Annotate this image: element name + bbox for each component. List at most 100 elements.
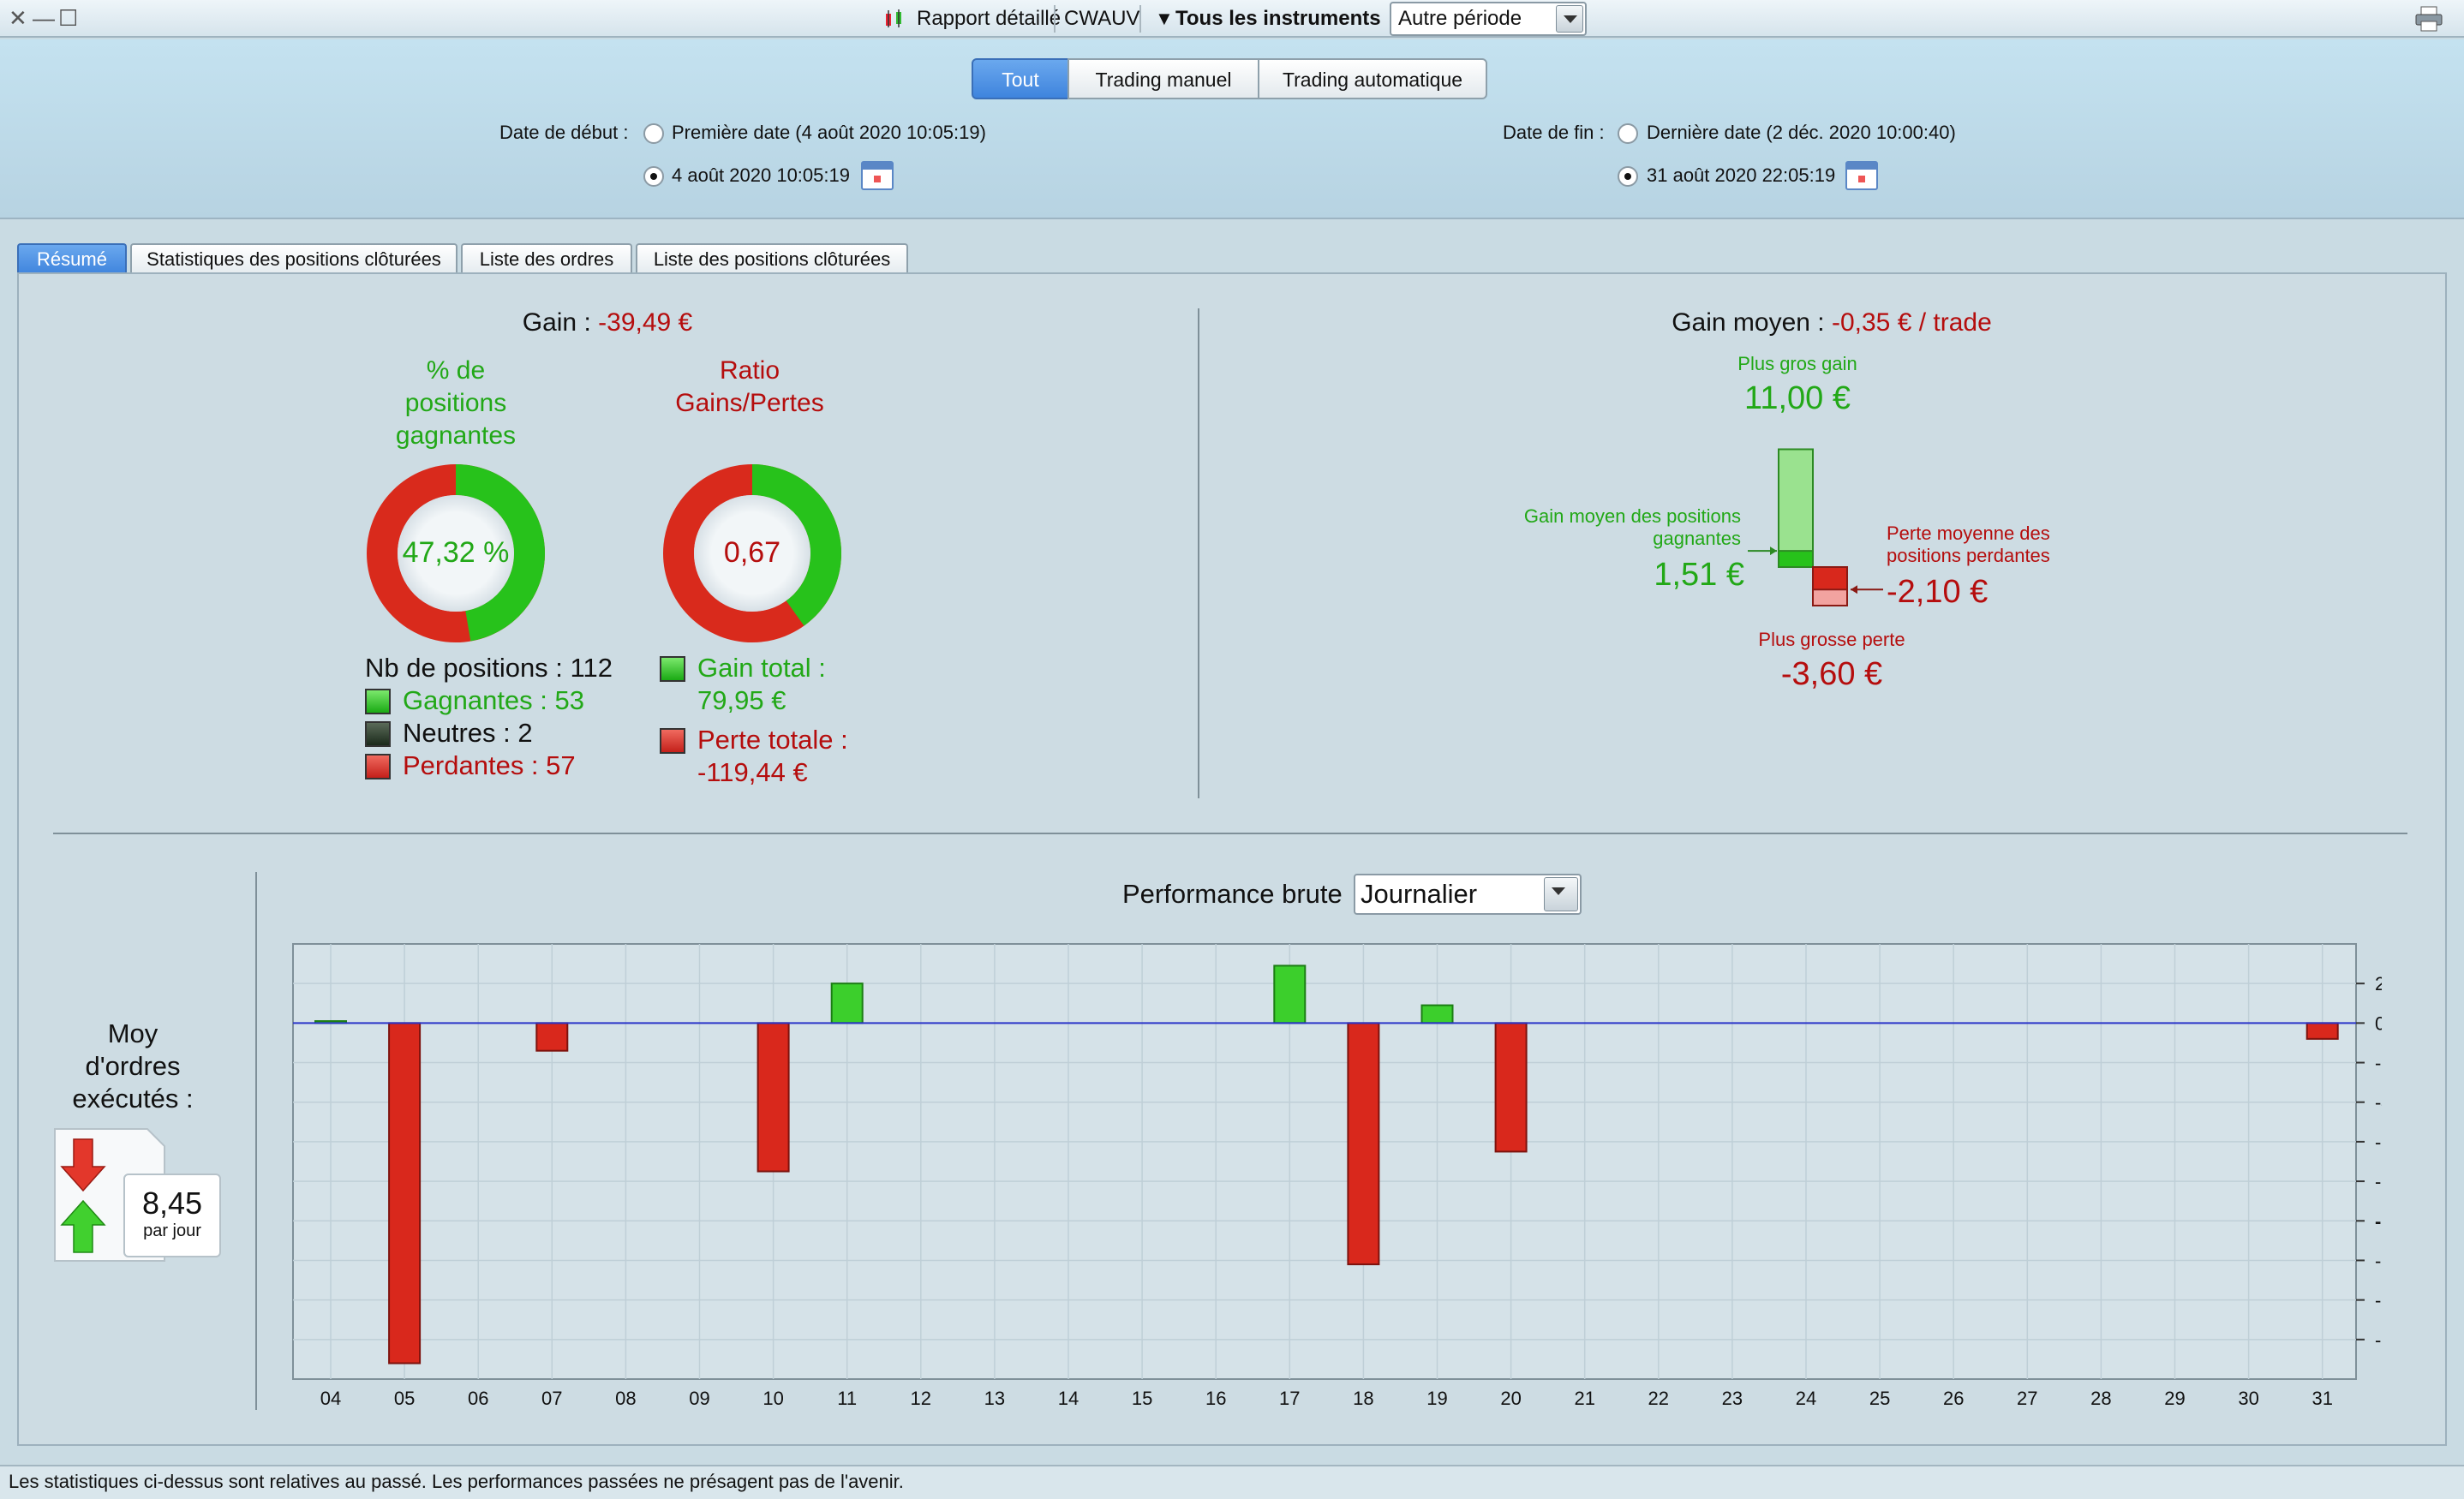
gain-total-value: 79,95 € (697, 685, 786, 715)
divider (1198, 308, 1199, 798)
avg-loss-bar (1812, 566, 1848, 591)
tab-all[interactable]: Tout (972, 58, 1069, 99)
x-tick-label: 06 (468, 1388, 488, 1409)
arrow-head (1770, 546, 1777, 556)
end-custom-radio[interactable] (1618, 166, 1638, 187)
account-label[interactable]: CWAUV (1064, 7, 1140, 30)
tab-summary[interactable]: Résumé (17, 243, 127, 274)
perf-period-select[interactable]: Journalier (1354, 874, 1582, 915)
arrow-down-icon (60, 1138, 106, 1192)
perf-title: Performance brute (1122, 879, 1343, 909)
end-last-label[interactable]: Dernière date (2 déc. 2020 10:00:40) (1647, 122, 1956, 143)
loss-total-swatch (660, 728, 685, 754)
x-tick-label: 29 (2164, 1388, 2185, 1409)
start-date-label: Date de début : (499, 122, 629, 143)
detailed-report-button[interactable]: Rapport détaillé (917, 7, 1062, 30)
gain-total-swatch (660, 656, 685, 682)
bar (757, 1022, 790, 1173)
maximize-icon[interactable]: ☐ (58, 5, 79, 31)
y-tick-label: -16 (2375, 1329, 2382, 1351)
bar (1494, 1022, 1528, 1153)
x-tick-label: 07 (541, 1388, 562, 1409)
max-loss-label: Plus grosse perte (1758, 629, 1905, 650)
gain-title: Gain : -39,49 € (0, 308, 1215, 337)
bar (535, 1022, 569, 1052)
y-tick-label: -6 (2375, 1132, 2382, 1153)
y-tick-label: -8 (2375, 1171, 2382, 1192)
bar (388, 1022, 422, 1365)
start-first-label[interactable]: Première date (4 août 2020 10:05:19) (672, 122, 986, 143)
print-icon[interactable] (2414, 5, 2443, 33)
x-tick-label: 05 (394, 1388, 415, 1409)
ratio-donut (663, 464, 841, 642)
ratio-value: 0,67 (723, 536, 781, 569)
max-gain-label: Plus gros gain (1737, 353, 1857, 374)
x-tick-label: 13 (984, 1388, 1005, 1409)
avg-gain-value: -0,35 € / trade (1831, 308, 1992, 337)
orders-avg-label: Moy d'ordres exécutés : (51, 1018, 214, 1115)
y-tick-label: -4 (2375, 1092, 2382, 1114)
instruments-dropdown[interactable]: Tous les instruments (1175, 7, 1381, 30)
win-pct-donut (367, 464, 545, 642)
donut-win-arc (367, 464, 545, 642)
loss-total-value: -119,44 € (697, 757, 808, 787)
x-tick-label: 14 (1058, 1388, 1079, 1409)
start-custom-value[interactable]: 4 août 2020 10:05:19 (672, 164, 850, 186)
max-loss-value: -3,60 € (1780, 656, 1883, 692)
win-pct-title: % de positions gagnantes (343, 355, 569, 452)
end-date-label: Date de fin : (1503, 122, 1605, 143)
x-tick-label: 31 (2311, 1388, 2332, 1409)
avg-loss-value: -2,10 € (1887, 574, 1989, 610)
donut-center (398, 495, 514, 612)
nb-positions: Nb de positions : 112 (365, 653, 613, 683)
period-select[interactable]: Autre période (1390, 2, 1587, 36)
donut-center (694, 495, 810, 612)
x-tick-label: 27 (2017, 1388, 2037, 1409)
calendar-icon[interactable] (1845, 161, 1878, 190)
x-tick-label: 11 (837, 1388, 857, 1409)
avg-loss-label: Perte moyenne des positions perdantes (1887, 523, 2050, 567)
tab-manual-trading[interactable]: Trading manuel (1068, 58, 1259, 99)
separator (1054, 5, 1056, 33)
chevron-down-icon[interactable]: ▼ (1155, 8, 1174, 29)
arrow-up-icon (60, 1199, 106, 1253)
start-custom-radio[interactable] (643, 166, 664, 187)
x-tick-label: 30 (2238, 1388, 2258, 1409)
start-first-radio[interactable] (643, 123, 664, 144)
orders-avg-label-line: exécutés : (72, 1084, 194, 1114)
x-tick-label: 17 (1279, 1388, 1300, 1409)
perf-chart: 04 05 06 07 08 09 10 11 12 13 14 15 16 17 18 19 20 21 22 23… (292, 943, 2382, 1409)
perf-period-value: Journalier (1361, 879, 1478, 909)
bar (2306, 1022, 2339, 1040)
max-gain-value: 11,00 € (1744, 380, 1851, 416)
end-last-radio[interactable] (1618, 123, 1638, 144)
period-select-value: Autre période (1398, 7, 1522, 30)
orders-avg-label-line: d'ordres (85, 1051, 181, 1081)
minimize-icon[interactable]: — (33, 5, 55, 31)
x-tick-label: 20 (1500, 1388, 1521, 1409)
x-tick-label: 19 (1426, 1388, 1447, 1409)
x-tick-label: 12 (911, 1388, 931, 1409)
win-pct-value: 47,32 % (402, 536, 510, 569)
losers-count: Perdantes : 57 (403, 750, 576, 780)
separator (1139, 5, 1141, 33)
avg-win-value: 1,51 € (1654, 557, 1744, 593)
tab-closed-position-stats[interactable]: Statistiques des positions clôturées (130, 243, 458, 274)
chevron-down-icon[interactable] (1544, 877, 1578, 911)
tab-closed-positions-list[interactable]: Liste des positions clôturées (636, 243, 908, 274)
tab-orders-list[interactable]: Liste des ordres (461, 243, 632, 274)
x-tick-label: 25 (1869, 1388, 1890, 1409)
chevron-down-icon[interactable] (1556, 5, 1583, 33)
win-pct-title-line: positions (404, 389, 507, 417)
orders-value-box: 8,45 par jour (123, 1174, 221, 1257)
tab-automatic-trading[interactable]: Trading automatique (1258, 58, 1487, 99)
avg-gain-label: Gain moyen : (1672, 308, 1825, 337)
win-pct-title-line: % de (426, 356, 486, 385)
ratio-title-line: Ratio (719, 356, 780, 385)
avg-gain-title: Gain moyen : -0,35 € / trade (1199, 308, 2464, 337)
x-tick-label: 04 (320, 1388, 341, 1409)
close-icon[interactable]: ✕ (9, 5, 27, 31)
y-axis: 2 0 -2 -4 -6 -8 -10 -12 -14 -16 (2356, 973, 2382, 1351)
calendar-icon[interactable] (861, 161, 894, 190)
end-custom-value[interactable]: 31 août 2020 22:05:19 (1647, 164, 1836, 186)
